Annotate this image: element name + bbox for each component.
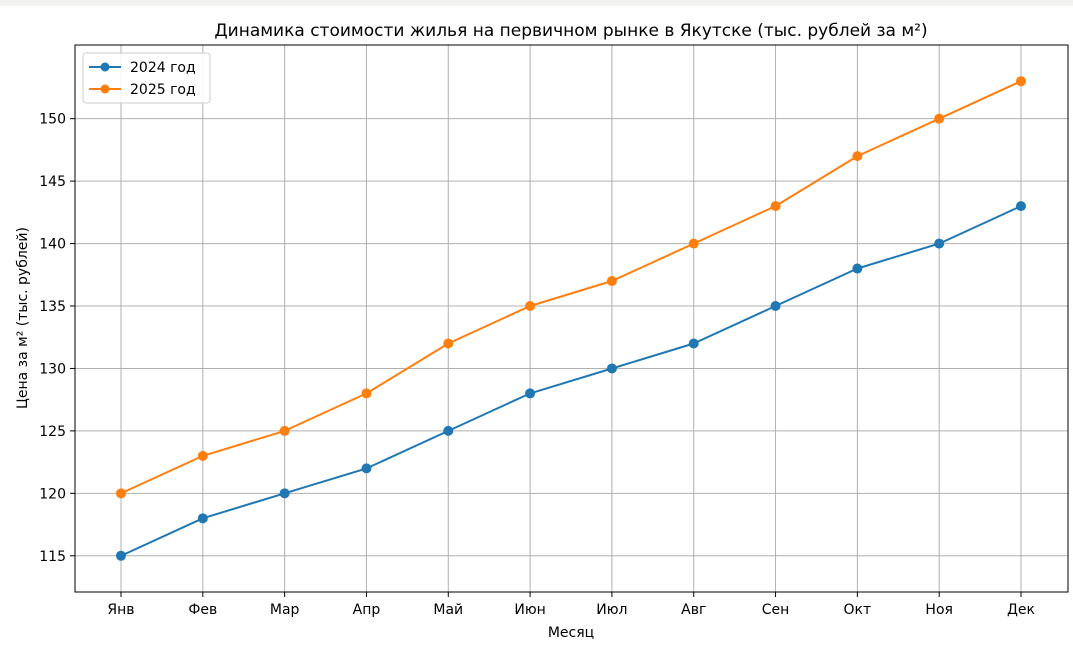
data-point — [116, 550, 126, 561]
legend-marker-2024 — [100, 62, 110, 72]
data-point — [688, 238, 699, 249]
y-axis-label: Цена за м² (тыс. рублей) — [15, 227, 31, 409]
data-point — [279, 488, 290, 499]
series-line — [120, 80, 1022, 495]
y-tick-label: 135 — [39, 299, 66, 315]
data-point — [197, 450, 208, 461]
y-tick-label: 150 — [39, 112, 66, 128]
x-axis-label: Месяц — [548, 625, 594, 641]
data-point — [770, 201, 781, 212]
chart-title: Динамика стоимости жилья на первичном ры… — [214, 21, 927, 41]
legend-label-2025: 2025 год — [130, 82, 196, 98]
data-point — [852, 151, 863, 162]
data-point — [279, 425, 290, 436]
x-tick-label: Апр — [353, 602, 381, 618]
legend-marker-2025 — [100, 84, 110, 94]
data-point — [443, 425, 454, 436]
y-tick-label: 115 — [39, 549, 66, 565]
y-tick-label: 140 — [39, 237, 66, 253]
x-tick-label: Фев — [188, 602, 217, 618]
x-tick-label: Июл — [596, 602, 627, 618]
x-tick-label: Окт — [844, 602, 872, 618]
y-tick-label: 120 — [39, 486, 66, 502]
y-axis: 115 120 125 130 135 140 145 150 — [39, 112, 75, 565]
legend: 2024 год 2025 год — [82, 52, 211, 104]
x-tick-label: Янв — [107, 602, 134, 618]
plot-frame — [74, 44, 1069, 593]
data-point — [525, 301, 536, 312]
data-point — [1016, 201, 1026, 212]
y-tick-label: 125 — [39, 424, 66, 440]
x-tick-label: Май — [433, 602, 463, 618]
x-tick-label: Сен — [762, 602, 790, 618]
series-line — [120, 205, 1022, 557]
x-tick-label: Июн — [514, 602, 545, 618]
x-axis: Янв Фев Мар Апр Май Июн Июл Авг Сен Окт Ноя Дек — [107, 592, 1035, 618]
data-point — [197, 513, 208, 524]
data-point — [934, 238, 945, 249]
data-point — [443, 338, 454, 349]
series-0 — [116, 201, 1026, 561]
x-tick-label: Авг — [681, 602, 706, 618]
x-tick-label: Дек — [1007, 602, 1035, 618]
grid-lines — [75, 45, 1068, 592]
data-point — [688, 338, 699, 349]
data-point — [361, 388, 372, 399]
data-point — [525, 388, 536, 399]
data-point — [116, 488, 126, 499]
x-tick-label: Мар — [270, 602, 300, 618]
y-tick-label: 145 — [39, 174, 66, 190]
data-point — [852, 263, 863, 274]
data-point — [361, 463, 372, 474]
x-tick-label: Ноя — [925, 602, 953, 618]
data-point — [606, 276, 617, 287]
legend-box — [82, 52, 211, 104]
legend-label-2024: 2024 год — [130, 60, 196, 76]
data-point — [934, 113, 945, 124]
data-point — [606, 363, 617, 374]
series-layer — [116, 76, 1026, 561]
data-point — [1016, 76, 1026, 87]
series-1 — [116, 76, 1026, 499]
y-tick-label: 130 — [39, 361, 66, 377]
data-point — [770, 301, 781, 312]
top-strip — [0, 0, 1073, 6]
